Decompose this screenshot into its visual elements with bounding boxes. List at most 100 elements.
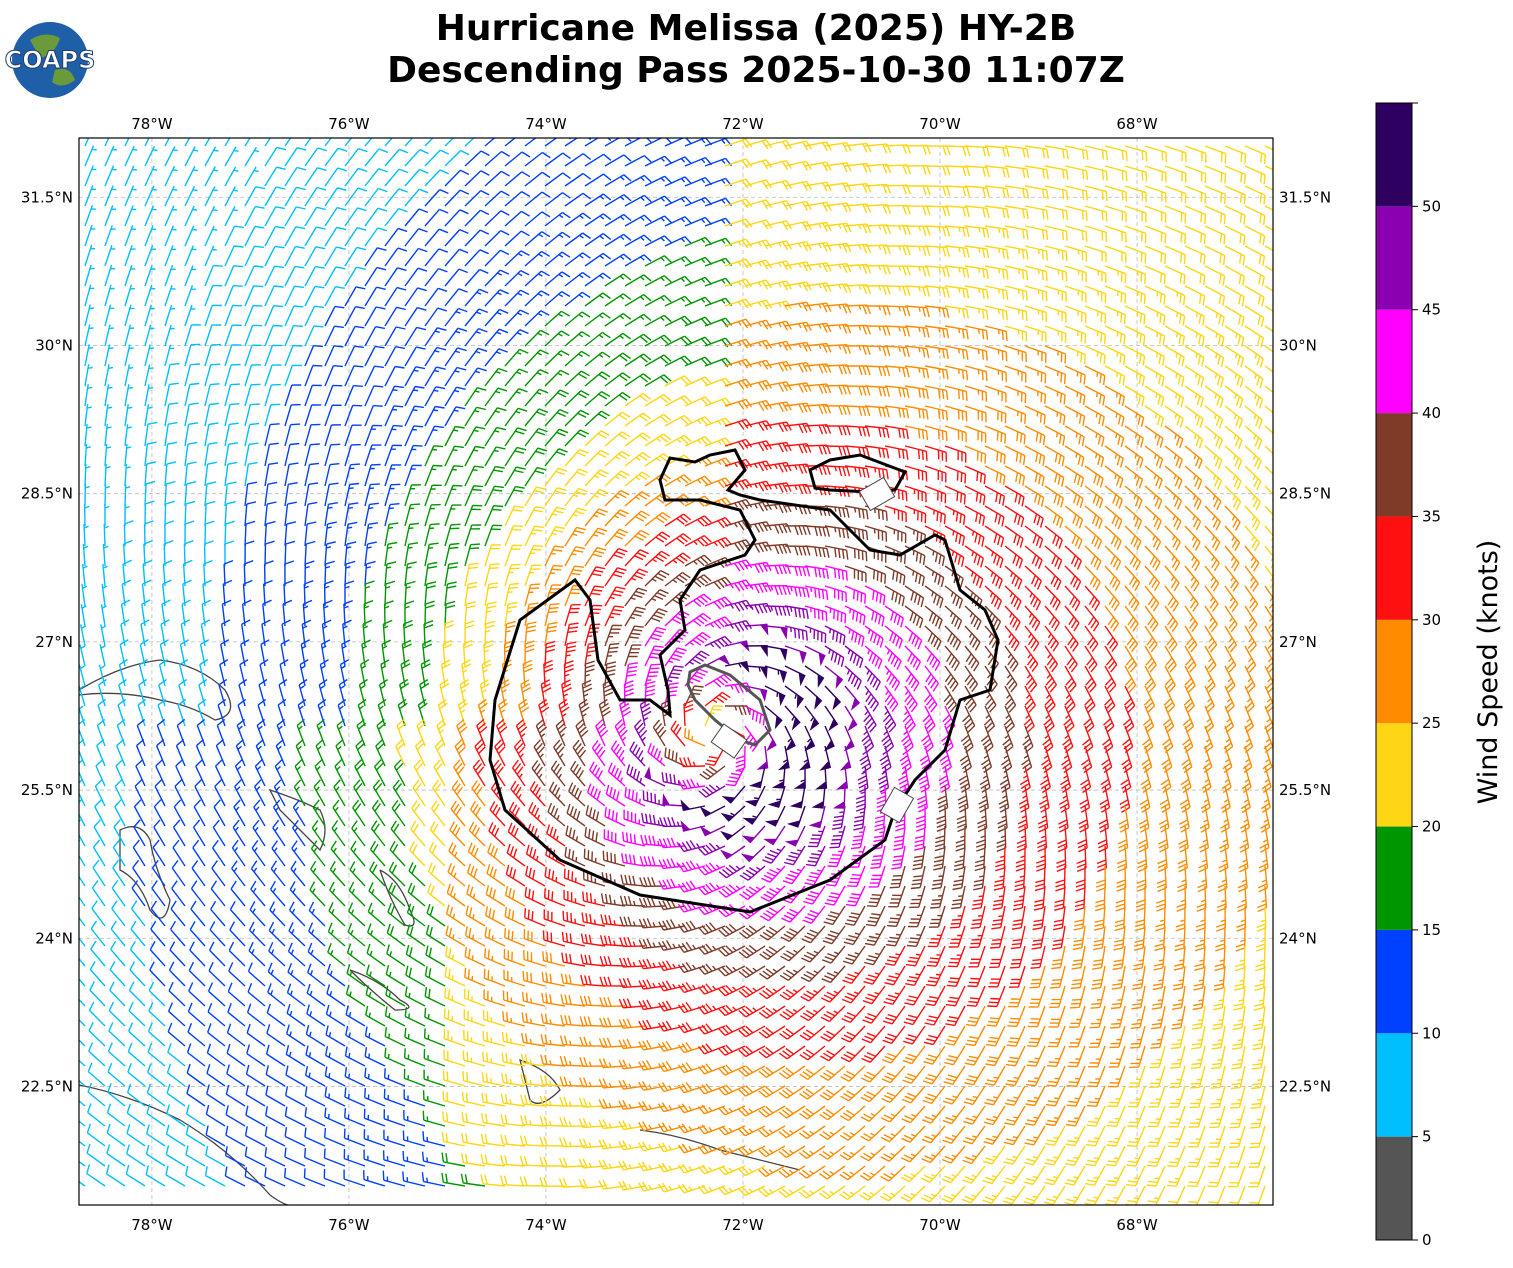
wind-barb	[184, 324, 201, 347]
wind-barb	[388, 861, 406, 887]
wind-barb	[284, 482, 298, 507]
wind-barb	[404, 267, 428, 287]
wind-barb	[624, 214, 652, 227]
wind-barb	[1064, 205, 1088, 221]
wind-barb	[168, 981, 186, 1007]
wind-barb	[564, 847, 586, 867]
wind-barb	[1064, 305, 1087, 324]
wind-barb	[131, 880, 146, 907]
wind-barb	[984, 305, 1008, 321]
wind-barb	[1224, 565, 1239, 592]
wind-barb	[864, 505, 888, 521]
wind-barb	[604, 605, 624, 627]
wind-barb	[589, 761, 606, 787]
wind-barb	[79, 664, 86, 687]
wind-barb	[109, 961, 126, 987]
colorbar-bin	[1376, 826, 1412, 930]
wind-barb	[1124, 185, 1147, 203]
wind-barb	[272, 819, 286, 847]
wind-barb	[1044, 605, 1060, 632]
wind-barb	[464, 229, 490, 247]
wind-barb	[99, 644, 106, 667]
wind-barb	[264, 1126, 286, 1147]
wind-barb	[657, 1182, 686, 1193]
wind-barb	[1081, 745, 1093, 774]
wind-barb	[839, 1145, 866, 1161]
wind-barb	[439, 679, 450, 707]
wind-barb	[924, 365, 949, 380]
wind-barb	[264, 501, 277, 527]
wind-barb	[819, 1065, 846, 1081]
wind-barb	[1044, 165, 1069, 180]
wind-barb	[884, 204, 911, 215]
wind-barb	[1144, 225, 1167, 244]
wind-barb	[304, 285, 325, 307]
wind-barb	[546, 824, 566, 847]
wind-barb	[424, 248, 448, 267]
wind-barb	[1142, 705, 1155, 734]
wind-barb	[1045, 1105, 1066, 1127]
wind-barb	[1108, 1065, 1126, 1088]
wind-barb	[1044, 505, 1064, 529]
wind-barb	[802, 905, 826, 924]
wind-barb	[156, 718, 166, 747]
wind-barb	[164, 421, 178, 447]
wind-barb	[1249, 1125, 1266, 1149]
wind-barb	[79, 916, 86, 927]
wind-barb	[544, 640, 556, 667]
wind-barb	[284, 1106, 306, 1127]
wind-barb	[501, 1052, 526, 1067]
wind-barb	[422, 1131, 446, 1147]
wind-barb	[306, 983, 326, 1007]
wind-barb	[884, 425, 909, 440]
wind-barb	[982, 1165, 1006, 1185]
wind-barb	[844, 263, 872, 274]
wind-barb	[664, 414, 692, 427]
wind-barb	[697, 882, 726, 896]
wind-barb	[1027, 1005, 1046, 1028]
wind-barb	[1151, 1005, 1166, 1030]
wind-barb	[404, 503, 421, 527]
wind-barb	[404, 149, 429, 167]
wind-barb	[1084, 665, 1097, 693]
wind-barb	[484, 308, 509, 327]
wind-barb	[1067, 1045, 1086, 1068]
wind-barb	[228, 962, 246, 987]
wind-barb	[84, 364, 93, 387]
wind-barb	[1098, 805, 1110, 833]
y-tick-label: 28.5°N	[21, 485, 73, 503]
wind-barb	[986, 1005, 1006, 1027]
wind-barb	[644, 334, 672, 347]
wind-barb	[1003, 1145, 1026, 1165]
wind-barb	[324, 226, 347, 247]
wind-barb	[784, 565, 811, 577]
wind-barb	[564, 212, 592, 227]
wind-barb	[521, 991, 546, 1007]
wind-barb	[1064, 585, 1081, 611]
wind-barb	[924, 305, 950, 319]
wind-barb	[1264, 325, 1273, 333]
wind-barb	[1004, 245, 1029, 260]
wind-barb	[604, 194, 632, 207]
wind-barb	[124, 384, 133, 407]
wind-barb	[79, 978, 86, 987]
wind-barb	[484, 524, 503, 547]
wind-barb	[212, 839, 226, 867]
wind-barb	[944, 265, 970, 279]
wind-barb	[164, 138, 170, 147]
wind-barb	[844, 585, 867, 604]
wind-barb	[266, 1024, 286, 1047]
wind-barb	[801, 945, 826, 963]
wind-barb	[317, 698, 327, 727]
wind-barb	[1064, 225, 1088, 242]
wind-barb	[245, 1064, 266, 1087]
wind-barb	[782, 865, 806, 885]
wind-barb	[864, 244, 891, 255]
wind-barb	[344, 365, 364, 387]
wind-barb	[1244, 185, 1266, 205]
wind-barb	[824, 222, 852, 233]
x-tick-label: 70°W	[919, 115, 961, 133]
wind-barb	[264, 186, 286, 207]
wind-barb	[1104, 685, 1116, 713]
wind-barb	[166, 1104, 186, 1127]
